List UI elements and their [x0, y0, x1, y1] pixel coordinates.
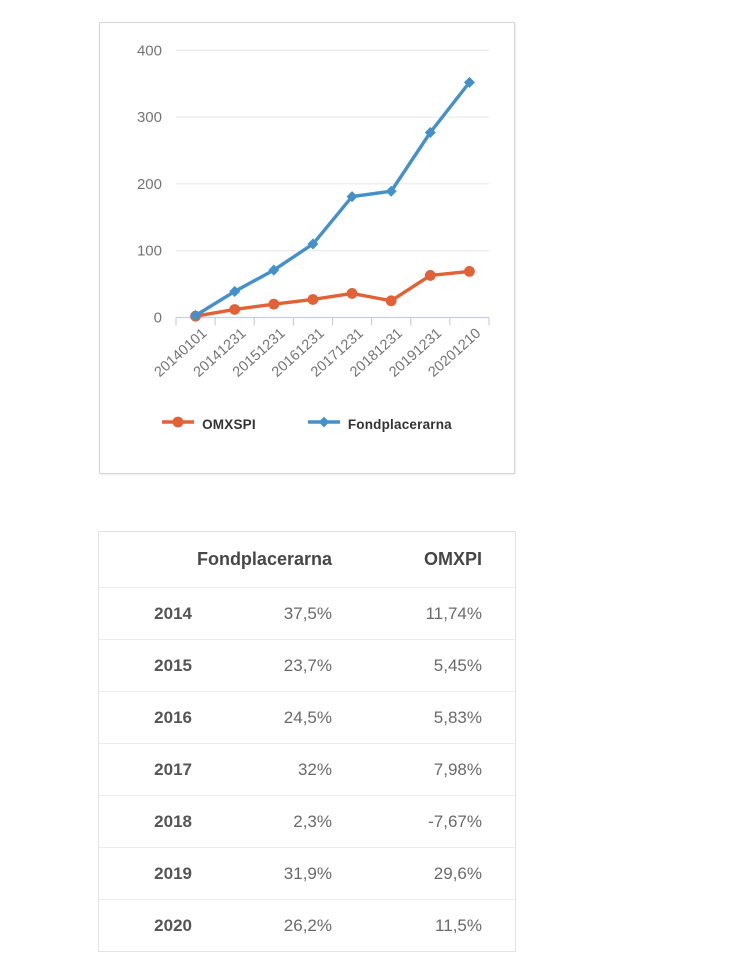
omxpi-cell: 5,83% — [433, 707, 482, 727]
legend-item-fondplacerarna: Fondplacerarna — [307, 415, 452, 434]
year-cell: 2018 — [154, 811, 192, 831]
omxpi-cell: 29,6% — [433, 863, 482, 883]
svg-text:200: 200 — [137, 176, 162, 193]
svg-text:0: 0 — [154, 310, 162, 327]
omxpi-cell: 11,74% — [425, 603, 482, 623]
fond-cell: 2,3% — [293, 811, 332, 831]
chart-card: 0 100 200 300 400 20140101 20141231 20151231 201… — [99, 22, 515, 474]
table-row: 2020 26,2% 11,5% — [99, 899, 515, 952]
fond-cell: 37,5% — [283, 603, 332, 623]
legend-label-fondplacerarna: Fondplacerarna — [347, 417, 452, 432]
year-cell: 2019 — [154, 863, 192, 883]
header-omxpi: OMXPI — [423, 549, 482, 569]
year-cell: 2016 — [154, 707, 192, 727]
header-fondplacerarna: Fondplacerarna — [196, 549, 332, 569]
circle-marker-icon — [162, 415, 195, 434]
fond-cell: 32% — [297, 759, 332, 779]
table-row: 2014 37,5% 11,74% — [99, 587, 515, 640]
header-year — [99, 532, 192, 588]
fond-cell: 23,7% — [283, 655, 332, 675]
svg-text:400: 400 — [137, 42, 162, 59]
chart-legend: OMXSPI Fondplacerarna — [100, 415, 514, 434]
omxpi-cell: -7,67% — [428, 811, 482, 831]
table-row: 2015 23,7% 5,45% — [99, 639, 515, 692]
line-chart: 0 100 200 300 400 20140101 20141231 20151231 201… — [100, 23, 514, 406]
fond-cell: 31,9% — [283, 863, 332, 883]
legend-item-omxspi: OMXSPI — [162, 415, 256, 434]
table-row: 2017 32% 7,98% — [99, 743, 515, 796]
omxpi-cell: 7,98% — [433, 759, 482, 779]
table-row: 2019 31,9% 29,6% — [99, 847, 515, 900]
diamond-marker-icon — [307, 415, 340, 434]
performance-table: Fondplacerarna OMXPI 2014 37,5% 11,74% 2… — [99, 532, 515, 951]
fond-cell: 24,5% — [283, 707, 332, 727]
year-cell: 2014 — [154, 603, 192, 623]
table-row: 2018 2,3% -7,67% — [99, 795, 515, 848]
legend-label-omxspi: OMXSPI — [202, 417, 256, 432]
fond-cell: 26,2% — [283, 915, 332, 935]
svg-text:300: 300 — [137, 109, 162, 126]
svg-text:100: 100 — [137, 243, 162, 260]
year-cell: 2020 — [154, 915, 192, 935]
omxpi-cell: 5,45% — [433, 655, 482, 675]
year-cell: 2015 — [154, 655, 192, 675]
table-row: 2016 24,5% 5,83% — [99, 691, 515, 744]
omxpi-cell: 11,5% — [435, 915, 482, 935]
performance-table-card: Fondplacerarna OMXPI 2014 37,5% 11,74% 2… — [98, 531, 516, 952]
table-header-row: Fondplacerarna OMXPI — [99, 532, 515, 588]
year-cell: 2017 — [154, 759, 192, 779]
